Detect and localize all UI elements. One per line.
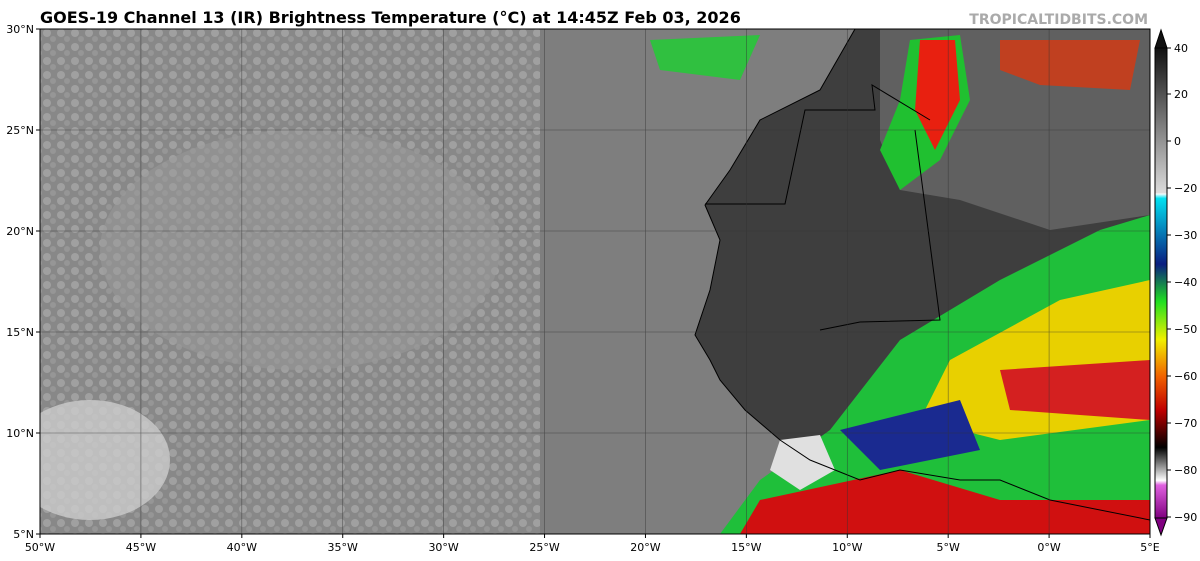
colorbar — [1154, 47, 1168, 519]
colorbar-label: −30 — [1174, 229, 1197, 242]
lon-label: 15°W — [731, 541, 761, 554]
lon-label: 10°W — [832, 541, 862, 554]
lon-label: 35°W — [328, 541, 358, 554]
lat-label: 25°N — [6, 124, 34, 137]
lat-label: 15°N — [6, 326, 34, 339]
colorbar-label: 0 — [1174, 135, 1181, 148]
lon-label: 40°W — [227, 541, 257, 554]
title: GOES-19 Channel 13 (IR) Brightness Tempe… — [40, 8, 741, 27]
source: TROPICALTIDBITS.COM — [969, 12, 1148, 28]
colorbar-label: −70 — [1174, 417, 1197, 430]
lon-label: 20°W — [630, 541, 660, 554]
colorbar-label: 20 — [1174, 88, 1188, 101]
lon-label: 0°W — [1037, 541, 1060, 554]
lat-label: 30°N — [6, 23, 34, 36]
colorbar-label: −40 — [1174, 276, 1197, 289]
lat-label: 20°N — [6, 225, 34, 238]
colorbar-label: −50 — [1174, 323, 1197, 336]
lon-label: 5°W — [936, 541, 959, 554]
lon-label: 30°W — [428, 541, 458, 554]
colorbar-extend-bottom — [1154, 517, 1168, 537]
colorbar-label: −20 — [1174, 182, 1197, 195]
colorbar-label: −80 — [1174, 464, 1197, 477]
satellite-image — [40, 29, 1150, 534]
lon-label: 5°E — [1140, 541, 1159, 554]
colorbar-label: −90 — [1174, 511, 1197, 524]
colorbar-label: −60 — [1174, 370, 1197, 383]
map-frame — [39, 28, 1151, 535]
lon-label: 50°W — [25, 541, 55, 554]
lon-label: 45°W — [126, 541, 156, 554]
colorbar-extend-top — [1154, 28, 1168, 49]
lat-label: 10°N — [6, 427, 34, 440]
lat-label: 5°N — [13, 528, 34, 541]
lon-label: 25°W — [529, 541, 559, 554]
colorbar-label: 40 — [1174, 42, 1188, 55]
